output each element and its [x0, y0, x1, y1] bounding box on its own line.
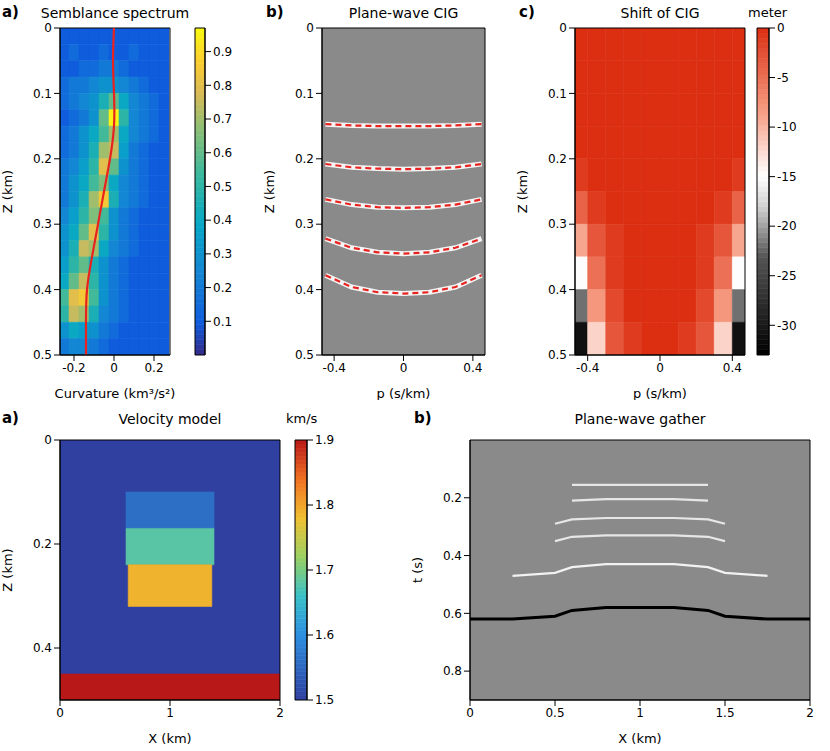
svg-text:-30: -30 [777, 319, 797, 333]
html-text:Plane-wave gather: Plane-wave gather [574, 411, 706, 427]
svg-text:0.7: 0.7 [213, 112, 232, 126]
svg-text:0.2: 0.2 [33, 152, 52, 166]
svg-text:-0.2: -0.2 [62, 361, 85, 375]
svg-text:0.4: 0.4 [463, 361, 482, 375]
svg-text:Curvature (km³/s²): Curvature (km³/s²) [55, 386, 176, 400]
svg-text:0.3: 0.3 [213, 247, 232, 261]
svg-text:0.4: 0.4 [213, 213, 232, 227]
svg-text:0.4: 0.4 [443, 549, 462, 563]
svg-text:0.5: 0.5 [548, 348, 567, 362]
svg-text:X (km): X (km) [148, 731, 191, 745]
svg-text:0.6: 0.6 [213, 146, 232, 160]
svg-text:1: 1 [636, 706, 644, 720]
svg-text:0.2: 0.2 [33, 537, 52, 551]
svg-text:0.8: 0.8 [443, 664, 462, 678]
html-text:Shift of CIG: Shift of CIG [620, 5, 700, 21]
svg-text:0.4: 0.4 [548, 283, 567, 297]
svg-text:-15: -15 [777, 170, 797, 184]
svg-text:0.5: 0.5 [295, 348, 314, 362]
svg-text:0: 0 [777, 21, 785, 35]
svg-text:0: 0 [656, 361, 664, 375]
svg-text:0.1: 0.1 [548, 87, 567, 101]
svg-text:t (s): t (s) [410, 557, 425, 583]
svg-text:0.3: 0.3 [33, 217, 52, 231]
svg-text:p (s/km): p (s/km) [633, 386, 687, 400]
html-text:c): c) [519, 3, 535, 21]
svg-text:1.6: 1.6 [315, 628, 334, 642]
html-text:b): b) [414, 409, 432, 427]
svg-text:0.2: 0.2 [144, 361, 163, 375]
svg-text:Z (km): Z (km) [515, 170, 530, 213]
svg-text:1.5: 1.5 [315, 693, 334, 707]
svg-text:-5: -5 [777, 71, 789, 85]
svg-text:0.2: 0.2 [443, 491, 462, 505]
svg-text:0.1: 0.1 [295, 87, 314, 101]
svg-text:0.5: 0.5 [33, 348, 52, 362]
svg-text:2: 2 [276, 706, 284, 720]
svg-text:-0.4: -0.4 [576, 361, 599, 375]
html-text:Plane-wave CIG: Plane-wave CIG [348, 5, 459, 21]
svg-text:0: 0 [44, 433, 52, 447]
html-text:b): b) [266, 3, 284, 21]
svg-text:0.3: 0.3 [295, 217, 314, 231]
svg-text:1.5: 1.5 [715, 706, 734, 720]
svg-text:0.4: 0.4 [33, 283, 52, 297]
html-text:km/s: km/s [286, 411, 318, 426]
svg-text:0: 0 [56, 706, 64, 720]
svg-text:Z (km): Z (km) [262, 170, 277, 213]
svg-text:0: 0 [44, 21, 52, 35]
svg-text:0.4: 0.4 [723, 361, 742, 375]
svg-text:-20: -20 [777, 219, 797, 233]
html-text:Semblance spectrum: Semblance spectrum [40, 5, 190, 21]
svg-text:0: 0 [559, 21, 567, 35]
svg-text:1.8: 1.8 [315, 498, 334, 512]
html-text:a): a) [2, 3, 19, 21]
svg-text:0.2: 0.2 [213, 281, 232, 295]
svg-text:0.4: 0.4 [33, 641, 52, 655]
svg-text:X (km): X (km) [618, 731, 661, 745]
svg-text:0.2: 0.2 [295, 152, 314, 166]
svg-text:-25: -25 [777, 269, 797, 283]
svg-text:0.3: 0.3 [548, 217, 567, 231]
svg-text:2: 2 [806, 706, 814, 720]
html-text:meter: meter [748, 5, 788, 20]
svg-text:0: 0 [306, 21, 314, 35]
html-text:Velocity model: Velocity model [118, 411, 222, 427]
svg-text:0.1: 0.1 [33, 87, 52, 101]
svg-text:0.8: 0.8 [213, 79, 232, 93]
svg-text:0.1: 0.1 [213, 315, 232, 329]
svg-text:0.2: 0.2 [548, 152, 567, 166]
svg-text:0.4: 0.4 [295, 283, 314, 297]
svg-text:0: 0 [466, 706, 474, 720]
svg-text:1: 1 [166, 706, 174, 720]
html-text:a): a) [2, 409, 19, 427]
svg-text:0: 0 [400, 361, 408, 375]
svg-text:0: 0 [110, 361, 118, 375]
svg-text:0.5: 0.5 [213, 180, 232, 194]
svg-text:0.6: 0.6 [443, 607, 462, 621]
svg-text:Z (km): Z (km) [0, 170, 15, 213]
svg-text:-10: -10 [777, 120, 797, 134]
svg-text:0.5: 0.5 [545, 706, 564, 720]
svg-text:0.9: 0.9 [213, 45, 232, 59]
svg-text:1.7: 1.7 [315, 563, 334, 577]
svg-text:1.9: 1.9 [315, 433, 334, 447]
svg-text:p (s/km): p (s/km) [377, 386, 431, 400]
svg-text:-0.4: -0.4 [322, 361, 345, 375]
svg-text:Z (km): Z (km) [0, 548, 15, 591]
